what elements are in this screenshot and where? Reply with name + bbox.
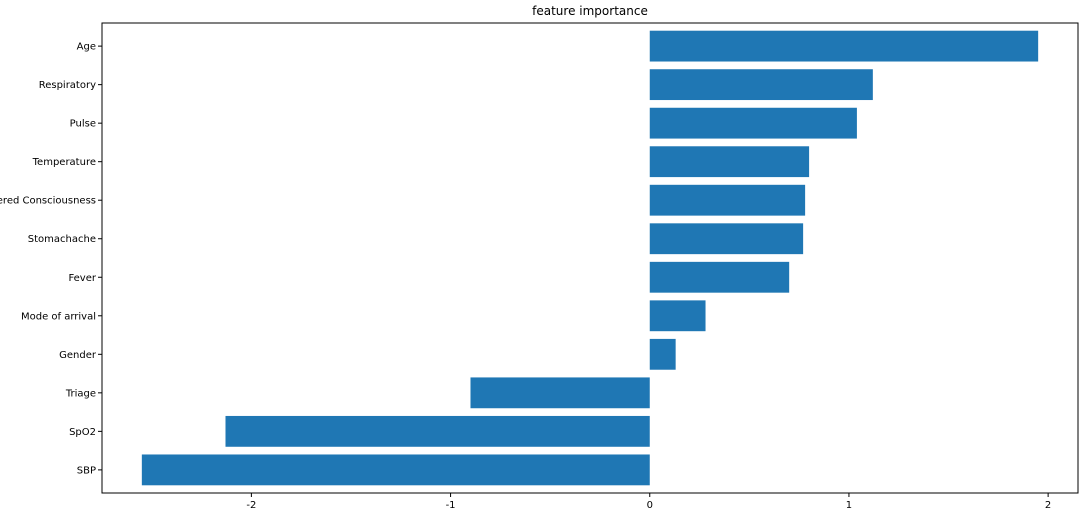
chart-title: feature importance [532,4,648,18]
x-axis-ticks: -2 -1 0 1 2 [246,493,1051,511]
x-tick-label: 2 [1045,500,1051,511]
x-tick-label: -1 [446,500,456,511]
bar-pulse [649,107,857,139]
plot-frame [101,22,1079,494]
bar-gender [649,338,676,370]
category-label: SBP [77,465,96,476]
category-label: Temperature [32,157,96,168]
x-tick-label: -2 [246,500,256,511]
bar-temperature [649,146,810,178]
bar-respiratory [649,69,873,101]
bar-triage [470,377,650,409]
category-label: Gender [59,350,97,361]
category-label: Stomachache [28,234,96,245]
category-label: Pulse [70,119,96,130]
category-label: Age [77,42,96,53]
bars-group [141,30,1039,486]
bar-fever [649,261,790,293]
bar-sbp [141,454,650,486]
category-label: SpO2 [69,427,96,438]
category-label: Respiratory [39,80,96,91]
bar-stomachache [649,223,804,255]
category-label: Triage [65,388,96,399]
bar-mode-of-arrival [649,300,706,332]
category-label: Fever [68,273,96,284]
bar-altered-consciousness [649,184,806,216]
bar-age [649,30,1039,62]
category-label: Mode of arrival [21,311,96,322]
category-labels: Age Respiratory Pulse Temperature Altered Co… [0,42,102,476]
x-tick-label: 0 [647,500,653,511]
category-label: Altered Consciousness [0,196,96,207]
x-tick-label: 1 [846,500,852,511]
bar-spo2 [225,415,650,447]
